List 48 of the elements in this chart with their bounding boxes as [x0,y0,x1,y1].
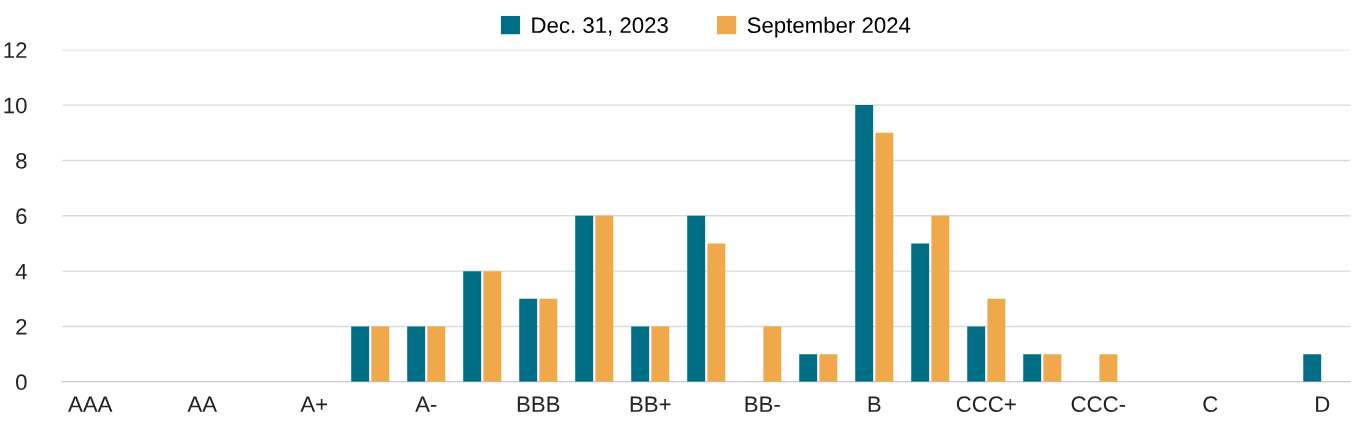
y-tick-label: 0 [16,374,27,391]
bar [987,298,1006,382]
bar [967,326,986,382]
bar [707,243,726,382]
bar [483,271,502,382]
y-tick-label: 4 [15,263,27,280]
bar [911,243,930,382]
y-tick-label: 8 [16,152,27,169]
y-tick-label: 12 [4,42,27,58]
bar [351,326,370,382]
bar [819,354,838,382]
bar [1023,354,1042,382]
bar [687,215,706,382]
x-tick-label: BB- [745,396,780,412]
y-tick-label: 6 [16,208,27,225]
bar [575,215,594,382]
bar [427,326,446,382]
legend-label: Dec. 31, 2023 [532,17,668,36]
x-tick-label: C [1203,396,1218,413]
bar [371,326,390,382]
bar [1043,354,1062,382]
bar [407,326,426,382]
bar [1303,354,1322,382]
x-tick-label: D [1316,396,1330,412]
x-tick-label: A- [415,396,437,412]
bar [875,132,894,382]
bar [463,271,482,382]
bar [763,326,782,382]
x-tick-label: BB+ [630,396,671,412]
bar [519,298,538,382]
legend-label: September 2024 [747,16,911,38]
x-tick-label: B [868,396,881,412]
bar [631,326,650,382]
y-tick-label: 10 [4,97,27,114]
bar [931,215,950,382]
bar [595,215,614,382]
x-tick-label: A+ [300,396,328,412]
bar [539,298,558,382]
y-tick-label: 2 [16,319,27,335]
bar [651,326,670,382]
bar [855,105,874,382]
x-tick-label: CCC- [1071,396,1126,413]
x-tick-label: AAA [68,396,113,412]
x-tick-label: BBB [517,396,560,412]
x-tick-label: CCC+ [956,396,1016,413]
x-tick-label: AA [187,396,218,412]
bar [799,354,818,382]
bar [1099,354,1118,382]
